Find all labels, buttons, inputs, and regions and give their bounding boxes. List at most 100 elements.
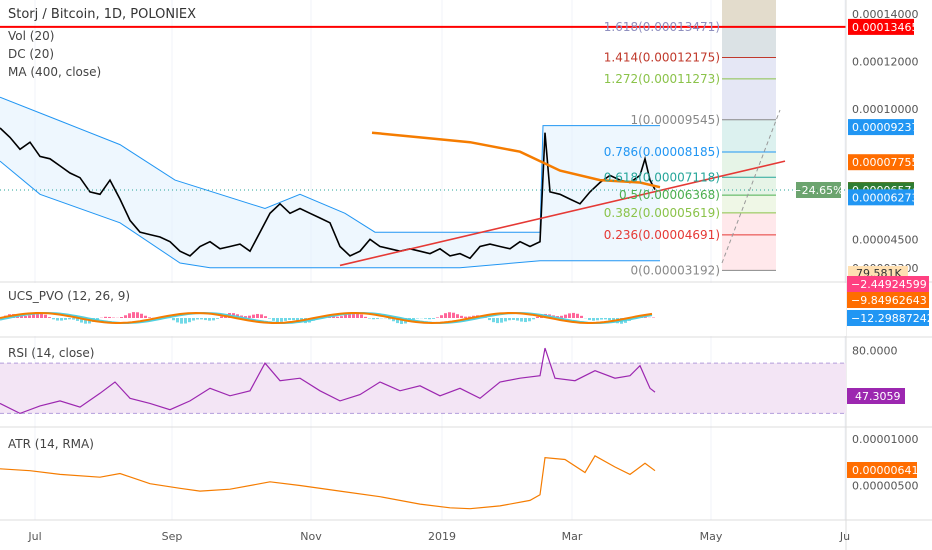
fib-band: [722, 0, 776, 27]
atr-tick-label: 0.00001000: [852, 433, 918, 446]
pvo-title[interactable]: UCS_PVO (12, 26, 9): [8, 289, 130, 303]
pvo-bar: [564, 314, 567, 318]
fib-band: [722, 195, 776, 213]
pvo-bar: [60, 318, 63, 321]
pvo-bar: [132, 312, 135, 318]
pvo-bar: [524, 318, 527, 323]
fib-band: [722, 177, 776, 196]
pvo-bar: [64, 318, 67, 320]
pvo-bar: [440, 315, 443, 318]
price-label-bg: [848, 18, 914, 35]
pvo-bar: [428, 318, 431, 320]
pvo-bar: [468, 316, 471, 318]
fib-zone: [722, 0, 776, 271]
price-tick-label: 0.00012000: [852, 56, 918, 69]
pvo-bar: [576, 313, 579, 318]
fib-label: 1.618(0.00013471): [604, 20, 720, 34]
pvo-bar: [184, 318, 187, 324]
atr-line: [0, 454, 656, 510]
rsi-band: [0, 363, 846, 414]
pvo-background: [0, 283, 846, 336]
pvo-label: −12.29887242: [851, 312, 932, 325]
pvo-bar: [336, 316, 339, 318]
ma400-line: [371, 131, 661, 189]
pvo-bar: [436, 317, 439, 318]
pvo-bar: [560, 315, 563, 318]
fib-label: 0.618(0.00007118): [604, 170, 720, 184]
pvo-bar: [508, 318, 511, 321]
pvo-bar: [220, 316, 223, 318]
fib-band: [722, 212, 776, 235]
pvo-line: [0, 311, 653, 325]
pvo-label-bg: [847, 292, 929, 308]
pvo-bar: [192, 318, 195, 321]
pvo-bar: [588, 318, 591, 321]
pvo-bar: [456, 314, 459, 318]
pvo-bar: [140, 313, 143, 318]
rsi-title[interactable]: RSI (14, close): [8, 346, 94, 360]
fib-label: 0(0.00003192): [630, 263, 720, 277]
pvo-bar: [344, 314, 347, 318]
price-tick-label: 0.00010000: [852, 103, 918, 116]
pvo-bar: [280, 318, 283, 322]
percent-badge-bg: [796, 182, 841, 198]
pvo-bar: [68, 318, 71, 320]
pvo-bar: [256, 313, 259, 318]
pvo-bar: [512, 318, 515, 320]
pvo-bar: [260, 314, 263, 318]
fib-labels: 1.618(0.00013471) 1.414(0.00012175) 1.272(…: [604, 20, 720, 278]
pvo-bar: [120, 317, 123, 318]
pvo-bar: [48, 317, 51, 318]
indicator-vol[interactable]: Vol (20): [8, 29, 54, 43]
pvo-bar: [200, 318, 203, 320]
pvo-bar: [516, 318, 519, 321]
percent-badge: −24.65%: [792, 184, 843, 197]
pvo-bar: [364, 316, 367, 318]
pvo-bar: [32, 313, 35, 318]
pvo-bar: [500, 318, 503, 323]
pvo-bar: [216, 318, 219, 319]
fib-label: 0.236(0.00004691): [604, 228, 720, 242]
pvo-bar: [80, 318, 83, 323]
pvo-bar: [600, 318, 603, 320]
pvo-bar: [444, 313, 447, 318]
pvo-bar: [284, 318, 287, 321]
pvo-bar: [212, 318, 215, 321]
atr-current-label: 0.00000641: [852, 464, 918, 477]
pvo-bar: [448, 312, 451, 318]
price-label: 0.00007755: [852, 156, 918, 169]
pvo-bar: [20, 315, 23, 318]
trendline[interactable]: [339, 160, 786, 267]
donchian-fill: [0, 97, 660, 268]
pvo-bar: [40, 313, 43, 318]
pvo-value-labels: −2.44924599 −9.84962643 −12.29887242: [847, 276, 932, 326]
pvo-bar: [432, 318, 435, 319]
indicator-ma[interactable]: MA (400, close): [8, 65, 101, 79]
pvo-bar: [464, 316, 467, 318]
pvo-bar: [104, 316, 107, 318]
atr-tick-label: 0.00000500: [852, 480, 918, 493]
atr-title[interactable]: ATR (14, RMA): [8, 437, 94, 451]
projection-dashed: [721, 109, 781, 264]
pvo-bar: [288, 318, 291, 321]
indicator-dc[interactable]: DC (20): [8, 47, 54, 61]
fib-band: [722, 26, 776, 58]
fib-label: 0.786(0.00008185): [604, 145, 720, 159]
pvo-bar: [252, 314, 255, 318]
pvo-bar: [108, 316, 111, 318]
fib-band: [722, 78, 776, 120]
price-label: 0.00009237: [852, 121, 918, 134]
pvo-bar: [28, 315, 31, 318]
pvo-bar: [580, 315, 583, 318]
price-tick-label: 0.00004500: [852, 233, 918, 246]
pvo-bar: [248, 315, 251, 318]
pvo-bar: [504, 318, 507, 322]
pvo-bar: [592, 318, 595, 321]
time-tick-label: Mar: [562, 530, 583, 543]
pvo-bar: [44, 314, 47, 318]
pvo-bar: [96, 318, 99, 320]
pvo-bar: [124, 315, 127, 318]
fib-band: [722, 57, 776, 79]
fib-band: [722, 234, 776, 271]
